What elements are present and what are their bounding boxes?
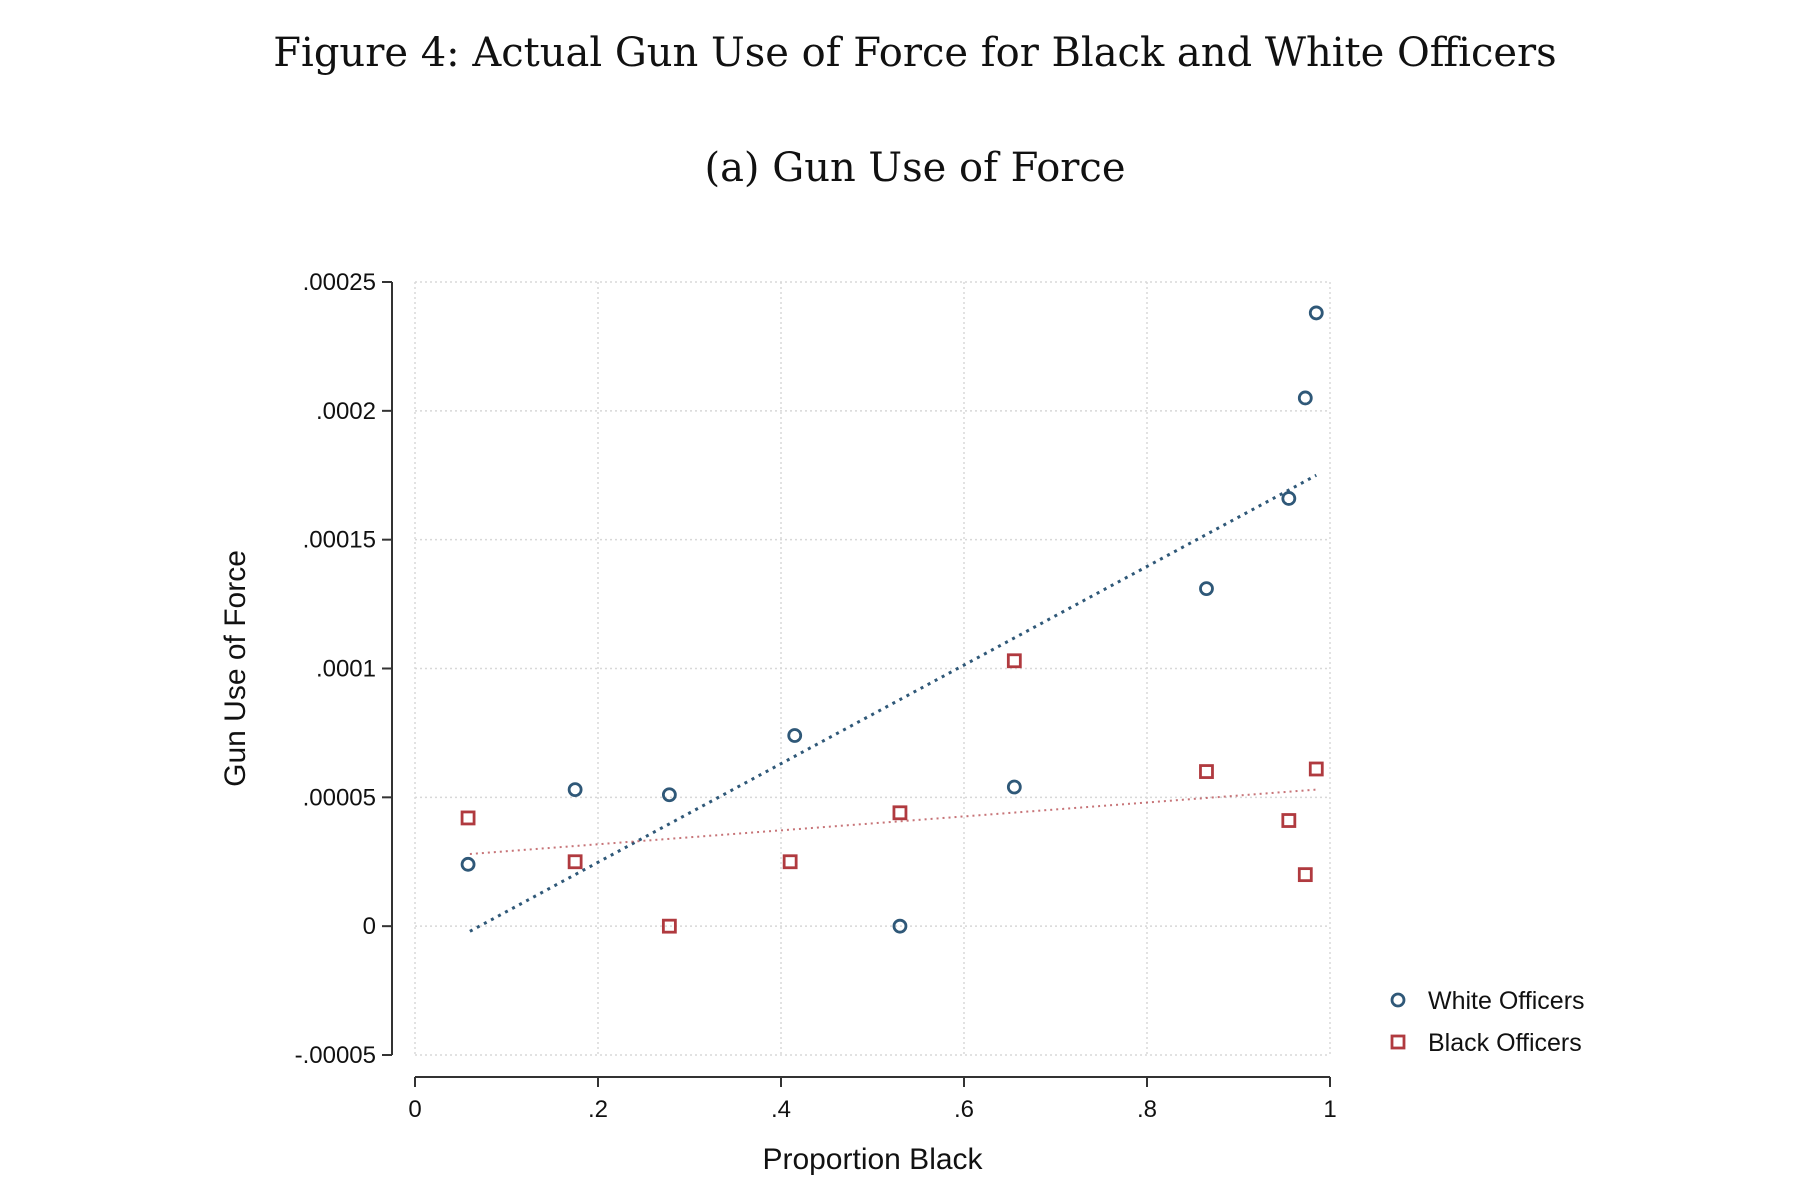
point-black-officers-1 [567, 854, 583, 870]
x-tick-label-5: 1 [1323, 1096, 1336, 1123]
legend-label-white-officers: White Officers [1428, 987, 1585, 1015]
y-tick-label-4: .00015 [303, 527, 376, 554]
point-white-officers-8 [1297, 390, 1313, 406]
y-tick-label-6: .00025 [303, 269, 376, 296]
point-white-officers-1 [567, 782, 583, 798]
point-black-officers-6 [1199, 764, 1214, 779]
data-points [460, 305, 1324, 934]
y-tick-label-3: .0001 [316, 656, 376, 683]
y-tick-label-1: 0 [363, 913, 376, 940]
y-tick-label-2: .00005 [303, 784, 376, 811]
legend-marker-black-officers [1390, 1034, 1406, 1050]
y-axis-title: Gun Use of Force [219, 550, 252, 787]
x-axis-title: Proportion Black [762, 1143, 983, 1176]
fit-line-black-officers [469, 788, 1317, 856]
point-black-officers-2 [661, 918, 677, 934]
x-tick-label-1: .2 [588, 1096, 608, 1123]
legend-marker-white-officers [1390, 992, 1406, 1008]
point-black-officers-8 [1297, 867, 1313, 883]
point-white-officers-6 [1199, 581, 1214, 597]
point-black-officers-3 [782, 854, 798, 870]
point-white-officers-3 [787, 728, 803, 743]
point-white-officers-0 [460, 856, 476, 872]
x-tick-label-3: .6 [954, 1096, 974, 1123]
x-tick-label-2: .4 [771, 1096, 791, 1123]
point-white-officers-7 [1281, 491, 1297, 506]
figure-subtitle: (a) Gun Use of Force [704, 145, 1126, 191]
point-black-officers-9 [1308, 761, 1324, 777]
figure-title: Figure 4: Actual Gun Use of Force for Bl… [273, 30, 1557, 76]
point-white-officers-5 [1006, 779, 1022, 795]
point-white-officers-2 [661, 787, 677, 803]
point-black-officers-5 [1006, 653, 1022, 669]
point-white-officers-9 [1308, 305, 1324, 321]
y-tick-label-0: -.00005 [295, 1042, 376, 1069]
point-black-officers-7 [1281, 813, 1297, 828]
fit-lines [469, 473, 1317, 933]
grid-lines [414, 281, 1331, 1056]
legend-label-black-officers: Black Officers [1428, 1029, 1582, 1057]
axes: 0 .2 .4 .6 .8 1 -.00005 0 .00005 .0001 .00015 .0002… [295, 269, 1337, 1123]
point-black-officers-0 [460, 810, 476, 826]
x-tick-label-0: 0 [408, 1096, 421, 1123]
y-tick-label-5: .0002 [316, 398, 376, 425]
point-black-officers-4 [892, 805, 908, 821]
x-tick-label-4: .8 [1137, 1096, 1157, 1123]
legend: White Officers Black Officers [1390, 987, 1585, 1057]
fit-line-white-officers [469, 473, 1317, 933]
point-white-officers-4 [892, 918, 908, 934]
